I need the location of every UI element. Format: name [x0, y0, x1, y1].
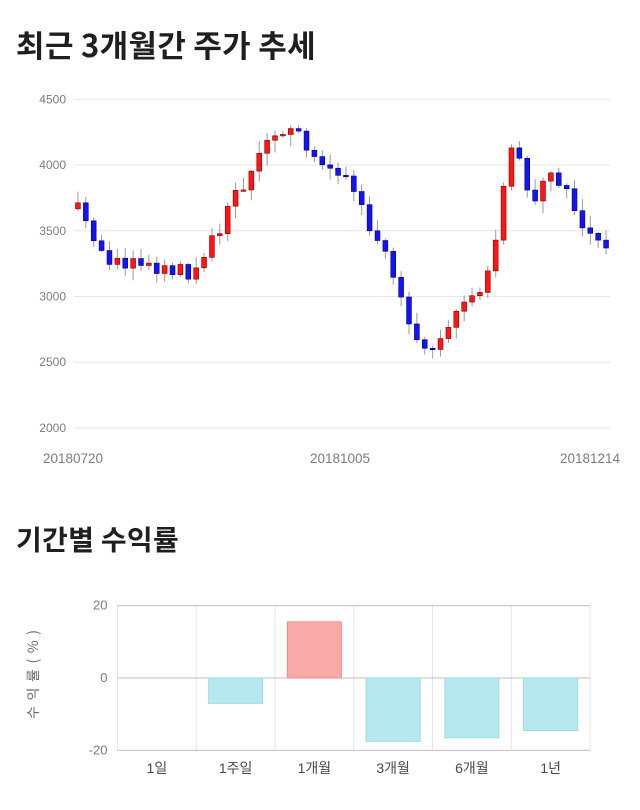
svg-text:1주일: 1주일	[219, 760, 253, 776]
svg-text:20: 20	[93, 598, 107, 613]
svg-text:0: 0	[100, 670, 107, 685]
svg-text:1개월: 1개월	[298, 760, 332, 776]
svg-text:1년: 1년	[540, 760, 561, 776]
svg-text:-20: -20	[89, 742, 108, 757]
svg-text:3개월: 3개월	[376, 760, 410, 776]
svg-text:1일: 1일	[147, 760, 168, 776]
svg-text:6개월: 6개월	[455, 760, 489, 776]
